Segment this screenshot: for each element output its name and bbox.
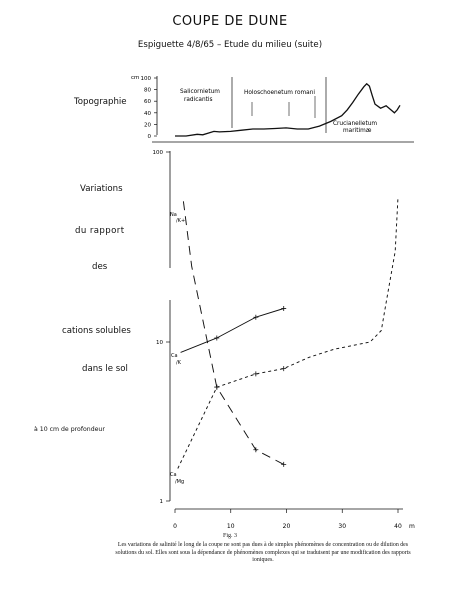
series-line-ca-mg — [177, 196, 399, 469]
series-line-na-k — [182, 201, 284, 465]
cations-solubles-label: cations solubles — [62, 326, 131, 336]
rapport-label: du rapport — [75, 226, 125, 236]
ratio-y-tick-label: 100 — [153, 150, 164, 156]
data-point-ca-mg — [253, 371, 259, 377]
topography-tick-label: 80 — [144, 88, 151, 94]
topography-tick-label: 40 — [144, 111, 151, 117]
zone-label-salicornietum: Salicornietum — [180, 89, 220, 95]
series-labels: Na /K+ Ca /K Ca /Mg — [170, 212, 185, 485]
zone-label-maritimae: maritimæ — [343, 128, 372, 134]
series-label-ca-k-upper: Ca — [171, 353, 178, 359]
depth-label: à 10 cm de profondeur — [34, 426, 105, 433]
data-point-ca-mg — [214, 384, 220, 390]
data-point-ca-k — [253, 314, 259, 320]
ratio-x-tick-label: 40 — [394, 523, 402, 530]
dans-le-sol-label: dans le sol — [82, 364, 128, 374]
zone-label-radicantis: radicantis — [184, 97, 213, 103]
vegetation-zones: Salicornietum radicantis Holoschoenetum … — [180, 77, 377, 134]
data-point-ca-k — [281, 306, 287, 312]
data-point-na-k — [281, 461, 287, 467]
ratio-axes: m 100 10 1 0 10 20 30 40 — [153, 150, 416, 530]
data-point-ca-mg — [281, 366, 287, 372]
chart-title: COUPE DE DUNE — [172, 14, 288, 29]
topography-tick-label: 60 — [144, 99, 151, 105]
topography-tick-label: 100 — [141, 76, 152, 82]
topography-axis: cm 100 80 60 40 20 0 — [131, 75, 414, 143]
series-label-ca-mg-upper: Ca — [170, 472, 177, 478]
ratio-x-tick-label: 30 — [338, 523, 346, 530]
series-line-ca-k — [180, 308, 284, 353]
x-axis-unit: m — [409, 523, 415, 530]
ratio-y-tick-label: 1 — [160, 499, 164, 505]
zone-label-crucianelletum: Crucianelletum — [333, 121, 377, 127]
des-label: des — [92, 262, 108, 272]
topography-tick-label: 0 — [148, 134, 152, 140]
topography-profile-line — [175, 82, 401, 137]
ratio-x-tick-label: 20 — [283, 523, 291, 530]
data-point-na-k — [253, 447, 259, 453]
series-label-ca-k-lower: /K — [176, 360, 182, 366]
topography-tick-label: 20 — [144, 122, 151, 128]
series-label-ca-mg-lower: /Mg — [175, 479, 184, 485]
variations-label: Variations — [80, 184, 123, 194]
data-point-ca-k — [214, 335, 220, 341]
zone-label-holoschoenetum: Holoschoenetum romani — [244, 90, 315, 96]
series-label-na-k-upper: Na — [170, 212, 177, 218]
topography-unit-label: cm — [131, 75, 139, 81]
ratio-x-tick-label: 10 — [227, 523, 235, 530]
figure-caption: Les variations de salinité le long de la… — [115, 542, 411, 564]
figure-number: Fig. 3 — [222, 533, 237, 539]
ratio-x-tick-label: 0 — [173, 523, 177, 530]
series-label-na-k-lower: /K+ — [176, 218, 185, 224]
ratio-y-tick-label: 10 — [156, 340, 163, 346]
topographie-label: Topographie — [74, 97, 127, 107]
chart-subtitle: Espiguette 4/8/65 – Etude du milieu (sui… — [137, 40, 323, 50]
